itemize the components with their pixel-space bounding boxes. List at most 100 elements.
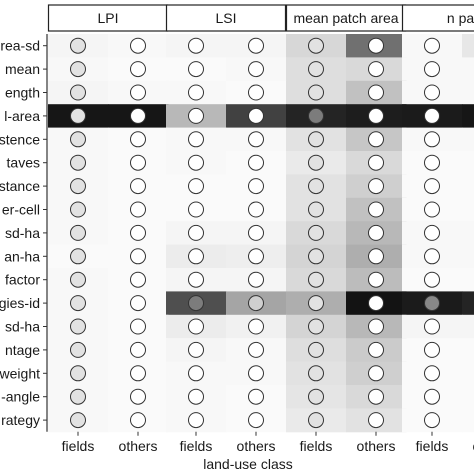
point-marker xyxy=(248,295,264,312)
y-tick-label: stence xyxy=(0,131,40,147)
point-marker xyxy=(368,318,384,335)
point-marker xyxy=(130,388,146,405)
point-marker xyxy=(424,341,440,358)
point-marker xyxy=(368,271,384,288)
heatmap-cell xyxy=(462,80,474,105)
axis-labels: rea-sd mean ength l-area stence taves stance er… xyxy=(0,38,474,454)
point-marker xyxy=(424,84,440,101)
point-marker xyxy=(130,365,146,382)
point-marker xyxy=(130,412,146,429)
point-marker xyxy=(308,271,324,288)
point-marker xyxy=(70,271,86,288)
point-marker xyxy=(188,271,204,288)
point-marker xyxy=(308,248,324,265)
point-marker xyxy=(248,201,264,218)
point-marker xyxy=(70,201,86,218)
point-marker xyxy=(188,84,204,101)
point-marker xyxy=(424,295,440,312)
point-marker xyxy=(188,365,204,382)
panel-strips: LPI LSI mean patch area n patc xyxy=(47,4,474,32)
point-marker xyxy=(70,318,86,335)
point-marker xyxy=(248,365,264,382)
heatmap-cell xyxy=(462,221,474,246)
point-marker xyxy=(70,61,86,78)
x-tick-label: fields xyxy=(300,438,333,454)
y-tick-label: rategy xyxy=(1,412,40,428)
heatmap-cell xyxy=(462,385,474,409)
x-tick-label: fields xyxy=(62,438,95,454)
point-marker xyxy=(308,412,324,429)
point-marker xyxy=(368,37,384,54)
point-marker xyxy=(308,131,324,148)
point-marker xyxy=(368,295,384,312)
x-tick-label: fields xyxy=(180,438,213,454)
point-marker xyxy=(130,37,146,54)
point-marker xyxy=(248,412,264,429)
point-marker xyxy=(368,365,384,382)
y-tick-label: sd-ha xyxy=(5,225,40,241)
point-marker xyxy=(368,107,384,124)
point-marker xyxy=(424,201,440,218)
point-marker xyxy=(130,154,146,171)
facet-strip-label: mean patch area xyxy=(293,10,398,26)
point-marker xyxy=(248,178,264,195)
y-tick-label: gies-id xyxy=(0,295,40,311)
point-marker xyxy=(308,341,324,358)
point-marker xyxy=(70,365,86,382)
y-tick-label: mean xyxy=(5,61,40,77)
point-marker xyxy=(248,341,264,358)
heatmap-cell xyxy=(462,34,474,58)
point-marker xyxy=(308,295,324,312)
point-marker xyxy=(424,154,440,171)
heatmap-cell xyxy=(462,291,474,316)
point-marker xyxy=(188,131,204,148)
point-marker xyxy=(188,388,204,405)
point-marker xyxy=(130,61,146,78)
y-tick-label: sd-ha xyxy=(5,319,40,335)
point-marker xyxy=(308,107,324,124)
point-marker xyxy=(368,131,384,148)
point-marker xyxy=(368,388,384,405)
point-marker xyxy=(70,131,86,148)
point-marker xyxy=(188,107,204,124)
facet-strip-label: LPI xyxy=(97,10,118,26)
point-marker xyxy=(424,131,440,148)
point-marker xyxy=(248,224,264,241)
point-marker xyxy=(248,107,264,124)
heatmap-cell xyxy=(462,57,474,82)
point-marker xyxy=(188,37,204,54)
heatmap-cell xyxy=(462,361,474,386)
heatmap-cell xyxy=(462,104,474,129)
point-marker xyxy=(248,84,264,101)
point-marker xyxy=(188,201,204,218)
point-marker xyxy=(188,318,204,335)
y-tick-label: taves xyxy=(7,155,40,171)
point-marker xyxy=(424,318,440,335)
heatmap-cell xyxy=(462,127,474,152)
point-marker xyxy=(424,412,440,429)
point-marker xyxy=(130,271,146,288)
point-marker xyxy=(308,178,324,195)
x-tick-label: others xyxy=(237,438,276,454)
point-marker xyxy=(188,61,204,78)
x-axis-title: land-use class xyxy=(203,456,293,472)
point-marker xyxy=(368,201,384,218)
facet-strip xyxy=(401,4,474,32)
point-marker xyxy=(130,131,146,148)
point-marker xyxy=(130,341,146,358)
point-marker xyxy=(424,107,440,124)
heatmap-cell xyxy=(462,314,474,339)
point-marker xyxy=(368,224,384,241)
circle-markers xyxy=(70,37,440,429)
point-marker xyxy=(188,178,204,195)
point-marker xyxy=(424,61,440,78)
point-marker xyxy=(248,248,264,265)
point-marker xyxy=(424,388,440,405)
point-marker xyxy=(424,248,440,265)
point-marker xyxy=(368,84,384,101)
point-marker xyxy=(70,341,86,358)
point-marker xyxy=(368,178,384,195)
point-marker xyxy=(248,131,264,148)
point-marker xyxy=(188,412,204,429)
point-marker xyxy=(130,224,146,241)
